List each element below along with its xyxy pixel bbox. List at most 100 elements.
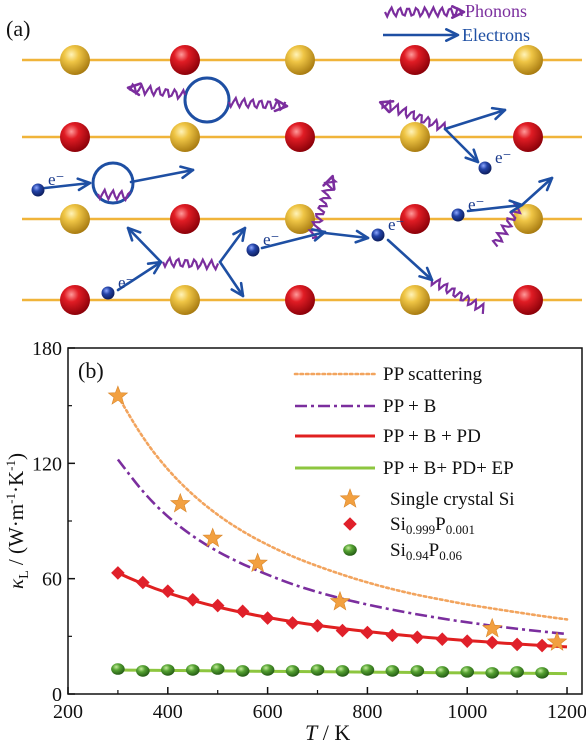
- electron-label: e⁻: [48, 170, 65, 189]
- sphere-marker: [185, 664, 200, 676]
- data-markers: [107, 385, 568, 679]
- legend-label: Si0.94P0.06: [390, 540, 462, 563]
- legend-label-part: P: [429, 540, 440, 561]
- star-marker: [247, 552, 268, 573]
- sphere-marker: [285, 665, 300, 677]
- diamond-marker: [335, 623, 350, 638]
- diamond-marker: [485, 635, 499, 650]
- atom-red: [170, 45, 200, 75]
- star-marker: [169, 492, 191, 513]
- arrow-head: [444, 28, 460, 42]
- arrow-head: [273, 98, 289, 113]
- arrow-shaft: [129, 168, 195, 184]
- lattice-lines: [22, 58, 582, 302]
- electron-dot: [101, 286, 115, 300]
- electron-arrow: [443, 127, 480, 164]
- diamond-marker: [161, 584, 175, 598]
- legend-label: PP + B: [383, 396, 436, 417]
- diamond-marker: [260, 611, 275, 625]
- y-axis-title-mid: ·K: [4, 471, 28, 493]
- sphere-marker: [136, 665, 150, 677]
- x-axis-ticks: 200 400 600 800 1000 1200: [53, 687, 586, 723]
- sphere-marker: [235, 665, 250, 677]
- arrow-head: [126, 226, 142, 242]
- wave-path: [491, 203, 522, 248]
- y-axis-title: κL / (W·m-1·K-1): [3, 453, 32, 589]
- curve-pp-b-pd: [117, 571, 568, 649]
- diamond-marker: [435, 632, 450, 647]
- wave-path: [381, 98, 447, 133]
- atom-red: [285, 122, 315, 152]
- atom-red: [513, 285, 543, 315]
- arrow-head: [450, 5, 466, 19]
- arrow-head: [322, 174, 336, 191]
- diamond-marker: [343, 517, 357, 531]
- legend-label-part: Si: [390, 540, 406, 561]
- electron-arrows: [43, 106, 554, 298]
- sphere-marker: [343, 544, 357, 556]
- panel-a-label: (a): [6, 16, 30, 41]
- sphere-marker: [510, 666, 524, 678]
- legend-label: PP + B + PD: [383, 426, 481, 447]
- arrow-head: [490, 106, 507, 121]
- wave-path: [227, 95, 287, 112]
- electron-arrow: [43, 177, 92, 192]
- arrow-shaft: [443, 127, 480, 164]
- phonon-waves: [91, 76, 522, 314]
- y-tick-label: 120: [32, 453, 62, 475]
- atom-gold: [285, 204, 315, 234]
- diamond-marker: [310, 618, 325, 633]
- sphere-marker: [335, 665, 350, 677]
- atom-gold: [285, 45, 315, 75]
- sphere-marker: [460, 666, 475, 678]
- atom-red: [285, 285, 315, 315]
- y-axis-title-symbol: κ: [4, 578, 28, 589]
- panel-b-label: (b): [78, 358, 104, 383]
- electron-label: e⁻: [495, 148, 512, 167]
- star-marker: [481, 617, 503, 638]
- electron-arrow: [386, 238, 434, 282]
- wave-path: [430, 277, 485, 314]
- phonon-wave: [430, 277, 485, 314]
- wave-path: [96, 187, 132, 203]
- atom-red: [513, 122, 543, 152]
- legend-phonon-wave: [384, 4, 466, 20]
- diamond-marker: [235, 604, 250, 619]
- phonon-wave: [161, 255, 220, 272]
- star-marker: [546, 631, 568, 651]
- curve-pp-scattering: [116, 394, 569, 621]
- panel-b-chart: 200 400 600 800 1000 1200 0 60 120 180 PP scatte…: [3, 338, 586, 745]
- legend-label-part: Si: [390, 514, 406, 535]
- y-axis-title-subscript: L: [17, 570, 32, 579]
- electron-dot: [371, 228, 385, 242]
- diamond-marker: [285, 616, 300, 630]
- sphere-marker: [360, 664, 375, 676]
- electrons: e⁻ e⁻ e⁻ e⁻ e⁻ e⁻: [31, 148, 512, 300]
- arrow-head: [538, 176, 554, 192]
- phonon-wave: [378, 98, 447, 133]
- diamond-marker: [360, 625, 375, 640]
- electron-arrow: [218, 260, 245, 298]
- curve-pp-b: [116, 458, 568, 636]
- diamond-marker: [136, 575, 150, 590]
- wave-path: [384, 4, 464, 20]
- x-axis-title-unit: / K: [317, 720, 350, 745]
- arrow-head: [464, 148, 480, 164]
- electron-arrow: [520, 176, 554, 207]
- legend-label-subscript: 0.94: [406, 548, 429, 563]
- electron-label: e⁻: [263, 230, 280, 249]
- y-axis-ticks: 0 60 120 180: [32, 338, 75, 706]
- arrow-head: [76, 177, 92, 192]
- atom-red: [60, 285, 90, 315]
- arrow-head: [232, 226, 247, 243]
- sphere-marker: [410, 665, 425, 677]
- chart-legend: PP scattering PP + B PP + B + PD PP + B+ PD…: [293, 364, 515, 563]
- arrow-shaft: [386, 238, 434, 282]
- electron-dot: [451, 208, 465, 222]
- atom-red: [170, 204, 200, 234]
- sphere-marker: [161, 664, 175, 676]
- x-axis-title: T / K: [305, 720, 350, 745]
- arrow-shaft: [218, 226, 247, 264]
- legend-label-part: P: [435, 514, 446, 535]
- electron-arrow: [129, 165, 195, 184]
